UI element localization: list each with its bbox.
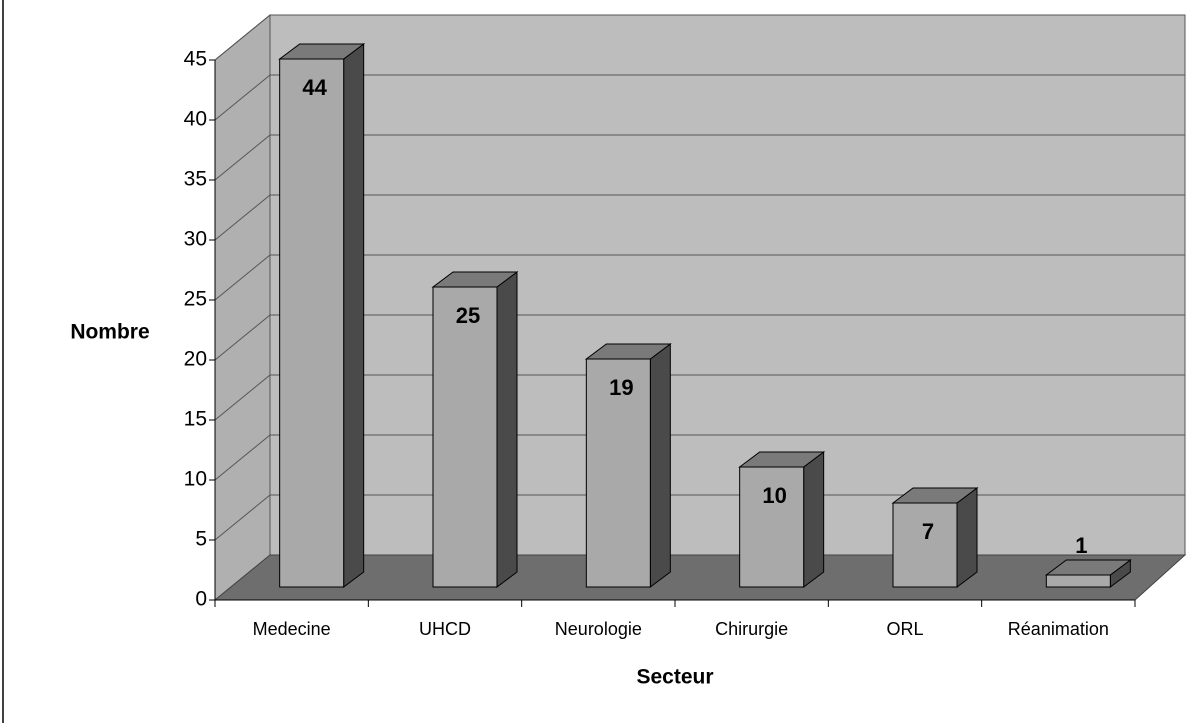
value-label: 7 (922, 519, 934, 544)
x-tick-label: Chirurgie (715, 619, 788, 639)
y-tick-label: 20 (184, 348, 207, 371)
bar-side (803, 451, 825, 588)
value-label: 1 (1075, 533, 1087, 558)
value-label: 10 (762, 483, 786, 508)
side-wall (214, 13, 271, 602)
x-tick-label: UHCD (419, 619, 471, 639)
grid-line (214, 14, 271, 61)
bar (1045, 574, 1111, 588)
bar (892, 502, 958, 588)
x-axis-label: Secteur (636, 666, 713, 689)
bar-side (496, 271, 518, 588)
y-tick-label: 10 (184, 468, 207, 491)
y-tick-label: 0 (195, 588, 207, 611)
y-tick-label: 40 (184, 108, 207, 131)
grid-line (214, 74, 271, 121)
bar-side (649, 343, 671, 588)
grid-line (214, 194, 271, 241)
grid-line (214, 314, 271, 361)
bar (432, 286, 498, 588)
back-wall (269, 14, 1186, 556)
y-tick-label: 30 (184, 228, 207, 251)
x-tick-label: Medecine (253, 619, 331, 639)
y-tick-label: 5 (195, 528, 207, 551)
value-label: 44 (302, 75, 327, 100)
value-label: 19 (609, 375, 633, 400)
bar (739, 466, 805, 588)
grid-line (214, 434, 271, 481)
y-axis-label: Nombre (70, 321, 149, 344)
bar (279, 58, 345, 588)
y-tick-label: 15 (184, 408, 207, 431)
y-tick-label: 25 (184, 288, 207, 311)
x-tick-label: Réanimation (1008, 619, 1109, 639)
x-tick-label: ORL (886, 619, 923, 639)
bar (585, 358, 651, 588)
y-tick-label: 35 (184, 168, 207, 191)
grid-line (214, 494, 271, 541)
grid-line (214, 134, 271, 181)
grid-line (214, 374, 271, 421)
value-label: 25 (456, 303, 480, 328)
y-tick-label: 45 (184, 48, 207, 71)
grid-line (214, 254, 271, 301)
x-tick-label: Neurologie (555, 619, 642, 639)
bar-side (343, 43, 365, 588)
bar-side (956, 487, 978, 588)
